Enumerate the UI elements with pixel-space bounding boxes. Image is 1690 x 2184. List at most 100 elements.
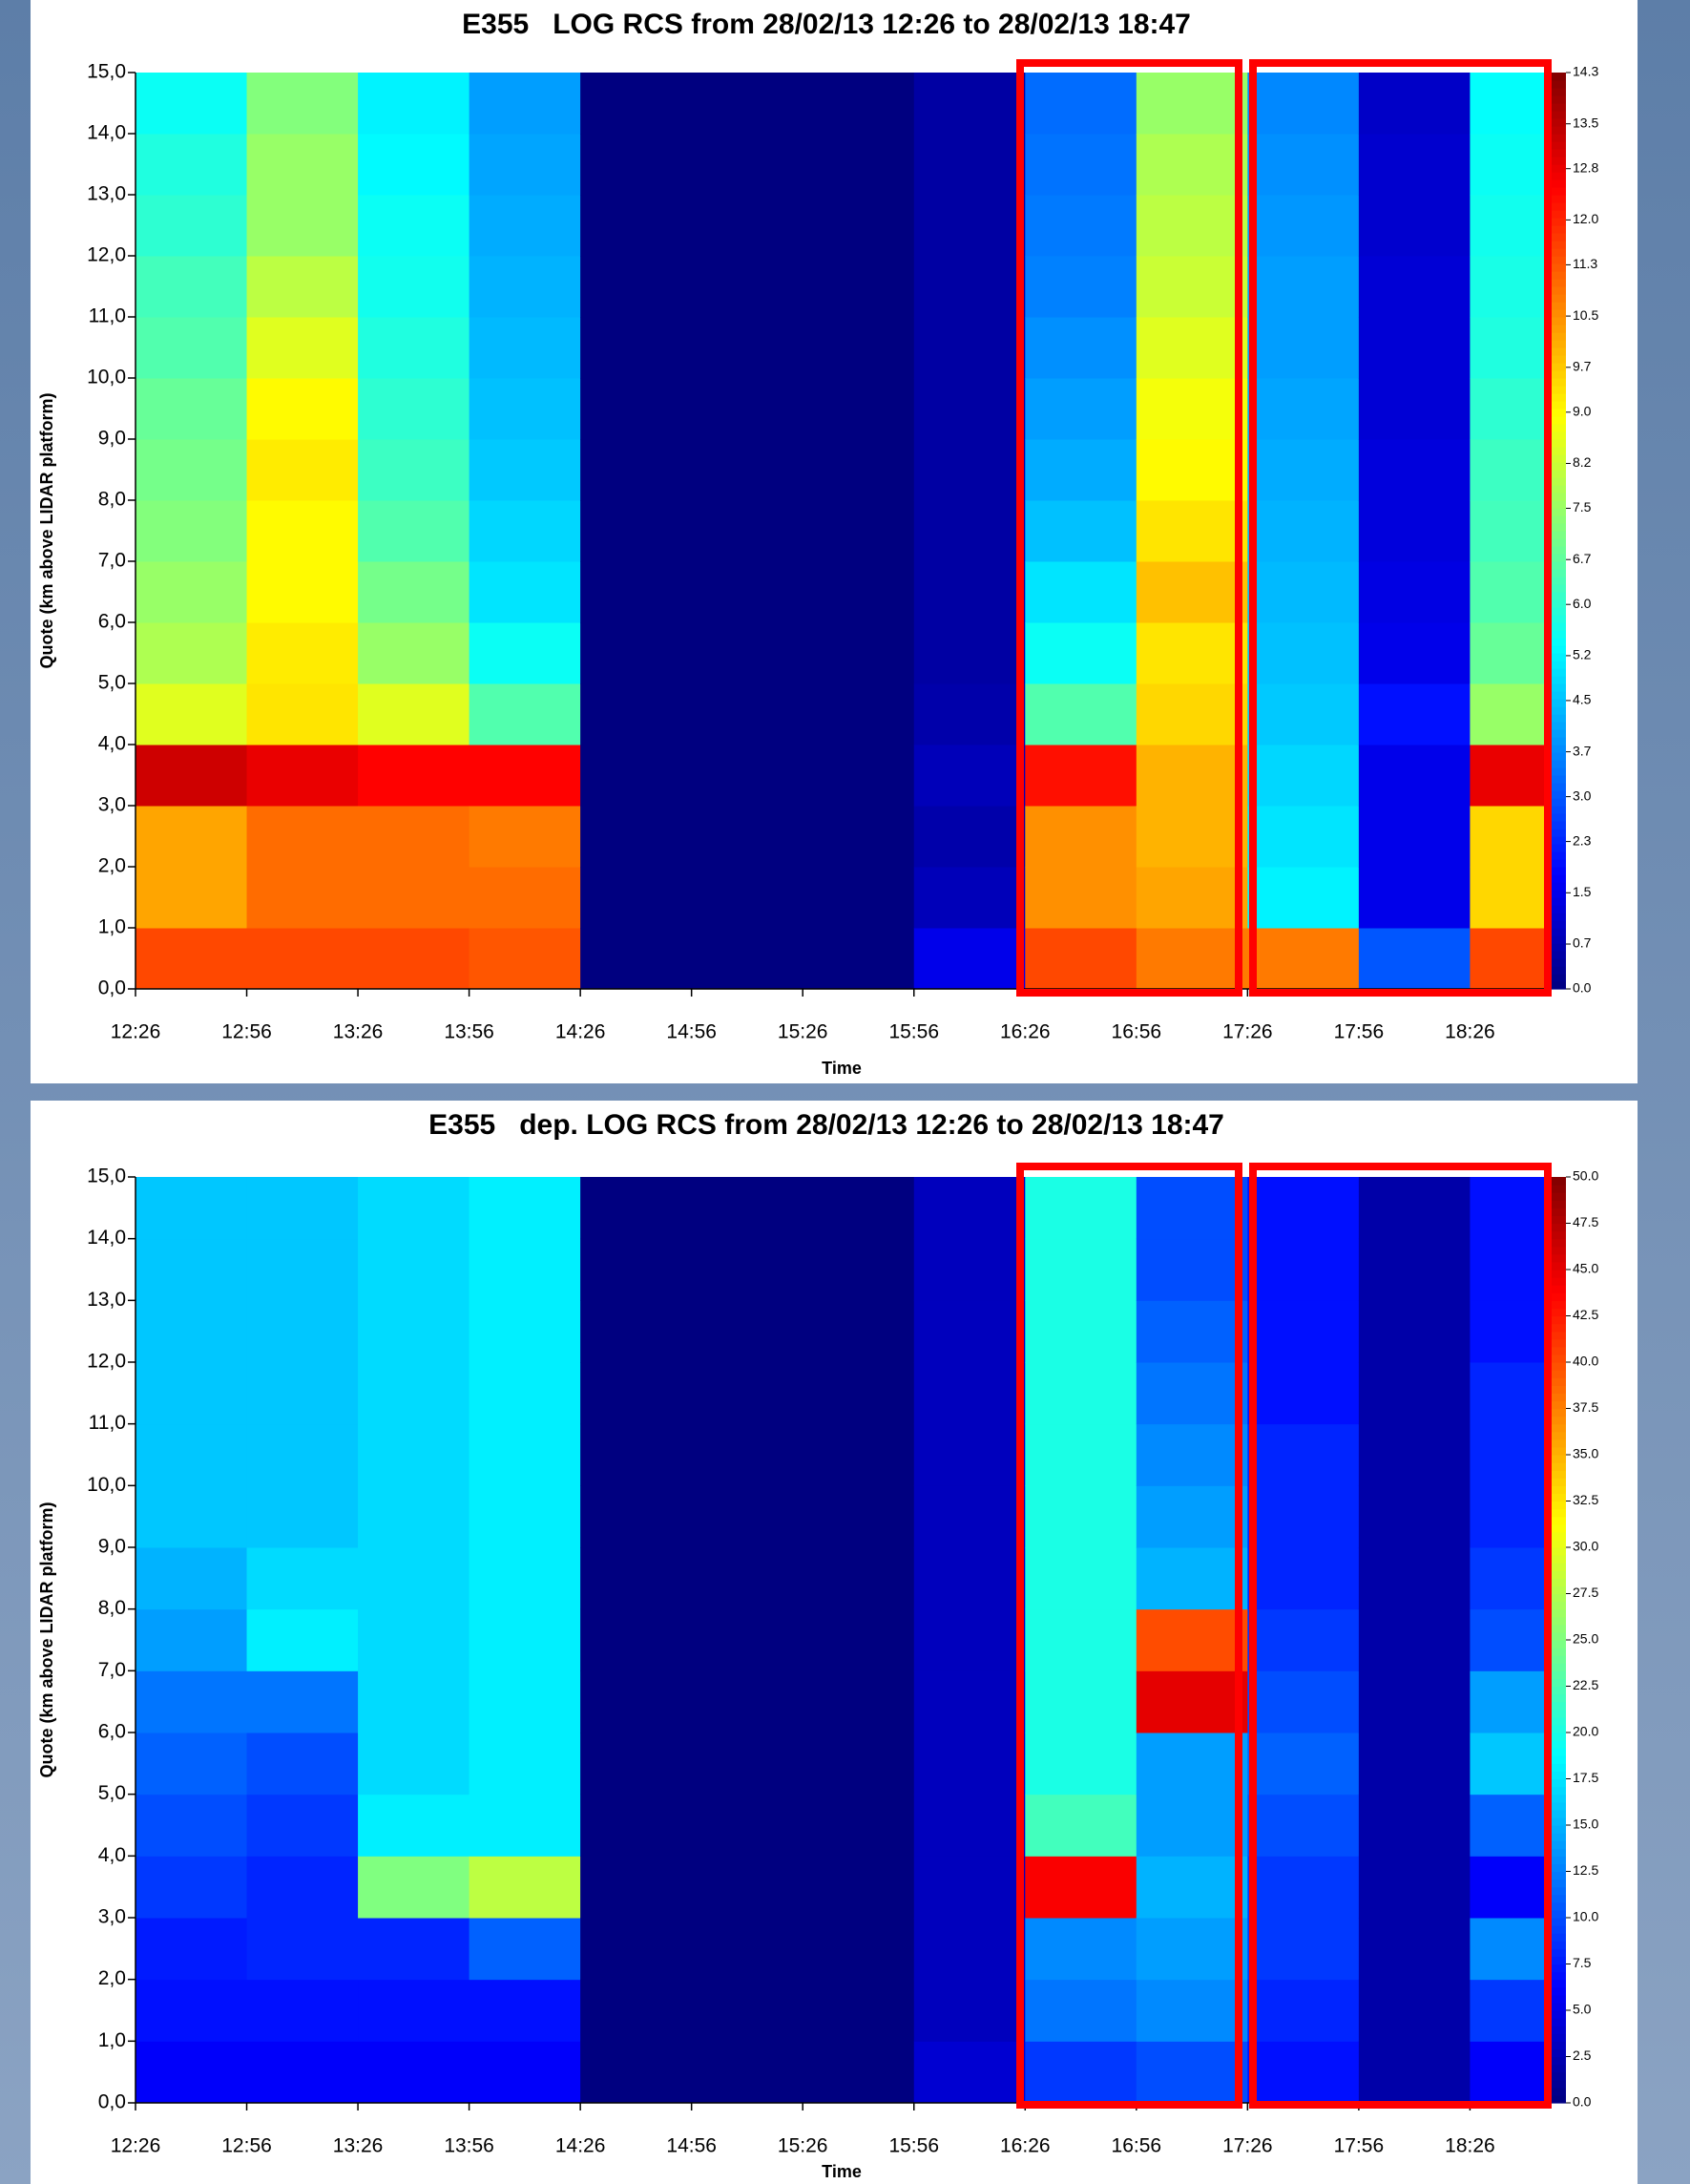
- colorbar-segment: [1550, 1523, 1566, 1533]
- heatmap-cell: [913, 561, 1026, 623]
- heatmap-cell: [1358, 1238, 1471, 1301]
- heatmap-cell: [691, 1238, 803, 1301]
- heatmap-cell: [469, 2041, 581, 2104]
- colorbar-segment: [1550, 1270, 1566, 1278]
- colorbar-segment: [1550, 2056, 1566, 2066]
- y-axis-label: Quote (km above LIDAR platform): [37, 1502, 56, 1777]
- colorbar-segment: [1550, 1833, 1566, 1841]
- colorbar-segment: [1550, 706, 1566, 715]
- heatmap-cell: [691, 1362, 803, 1425]
- colorbar-segment: [1550, 1338, 1566, 1348]
- heatmap-cell: [1136, 806, 1248, 868]
- heatmap-cell: [1247, 1362, 1360, 1425]
- heatmap-cell: [1136, 378, 1248, 440]
- colorbar-segment: [1550, 1986, 1566, 1996]
- colorbar-segment: [1550, 1693, 1566, 1703]
- colorbar-segment: [1550, 821, 1566, 830]
- heatmap-cell: [913, 2041, 1026, 2104]
- colorbar-segment: [1550, 1871, 1566, 1880]
- colorbar-tick-label: 12.5: [1573, 1862, 1598, 1878]
- colorbar-segment: [1550, 1539, 1566, 1548]
- heatmap-cell: [691, 1732, 803, 1796]
- colorbar-segment: [1550, 286, 1566, 295]
- colorbar-segment: [1550, 1648, 1566, 1656]
- colorbar-segment: [1550, 561, 1566, 570]
- colorbar-tick-label: 5.0: [1573, 2002, 1592, 2017]
- colorbar-segment: [1550, 699, 1566, 707]
- heatmap-cell: [1025, 256, 1137, 318]
- heatmap-cell: [803, 1362, 915, 1425]
- heatmap-cell: [1136, 561, 1248, 623]
- heatmap-cell: [1470, 806, 1549, 868]
- heatmap-cell: [913, 1732, 1026, 1796]
- heatmap-cell: [580, 1670, 693, 1733]
- y-tick-label: 10,0: [87, 1474, 126, 1496]
- colorbar-segment: [1550, 577, 1566, 585]
- heatmap-cell: [1470, 1794, 1549, 1857]
- heatmap-cell: [913, 439, 1026, 501]
- y-tick-label: 14,0: [87, 122, 126, 144]
- heatmap-cell: [246, 317, 359, 379]
- y-tick-label: 8,0: [98, 489, 126, 511]
- colorbar-segment: [1550, 1879, 1566, 1888]
- heatmap-cell: [1470, 1547, 1549, 1610]
- heatmap-cell: [580, 439, 693, 501]
- colorbar-segment: [1550, 325, 1566, 333]
- colorbar-segment: [1550, 531, 1566, 539]
- y-tick-label: 5,0: [98, 672, 126, 694]
- heatmap-cell: [1136, 1485, 1248, 1548]
- heatmap-cell: [1136, 867, 1248, 929]
- colorbar-segment: [1550, 1608, 1566, 1618]
- heatmap-cell: [1136, 745, 1248, 807]
- heatmap-cell: [1136, 2041, 1248, 2104]
- y-tick-label: 4,0: [98, 1844, 126, 1866]
- heatmap-cell: [1470, 1979, 1549, 2042]
- colorbar-segment: [1550, 1478, 1566, 1486]
- colorbar-segment: [1550, 157, 1566, 165]
- highlight-box: [1016, 1163, 1242, 2109]
- heatmap-cell: [469, 928, 581, 990]
- heatmap-cell: [136, 1485, 248, 1548]
- heatmap-cell: [1247, 500, 1360, 562]
- heatmap-cell: [1470, 745, 1549, 807]
- heatmap-cell: [1470, 622, 1549, 684]
- y-tick-label: 0,0: [98, 977, 126, 999]
- colorbar-segment: [1550, 1531, 1566, 1541]
- y-tick-label: 7,0: [98, 1659, 126, 1681]
- x-tick-label: 13:56: [444, 2135, 494, 2157]
- heatmap-cell: [469, 378, 581, 440]
- heatmap-cell: [358, 134, 470, 196]
- colorbar-segment: [1550, 1909, 1566, 1919]
- heatmap-cell: [1025, 1238, 1137, 1301]
- heatmap-cell: [246, 1362, 359, 1425]
- y-tick-label: 9,0: [98, 1536, 126, 1558]
- heatmap-cell: [913, 1918, 1026, 1981]
- heatmap-cell: [1470, 928, 1549, 990]
- colorbar-segment: [1550, 134, 1566, 142]
- heatmap-cell: [246, 1794, 359, 1857]
- heatmap-cell: [691, 622, 803, 684]
- heatmap-cell: [1470, 2041, 1549, 2104]
- heatmap-cell: [913, 1856, 1026, 1919]
- colorbar-tick-label: 27.5: [1573, 1585, 1598, 1600]
- heatmap-cell: [913, 867, 1026, 929]
- heatmap-cell: [913, 1238, 1026, 1301]
- heatmap-cell: [913, 622, 1026, 684]
- colorbar-segment: [1550, 447, 1566, 455]
- heatmap-cell: [136, 1238, 248, 1301]
- colorbar-segment: [1550, 195, 1566, 203]
- heatmap-cell: [803, 1979, 915, 2042]
- heatmap-cell: [691, 867, 803, 929]
- heatmap-cell: [136, 1856, 248, 1919]
- x-tick-label: 16:56: [1112, 2135, 1162, 2157]
- colorbar-segment: [1550, 1840, 1566, 1849]
- colorbar-segment: [1550, 1933, 1566, 1942]
- x-tick-label: 15:56: [888, 1021, 939, 1043]
- heatmap-cell: [1358, 1300, 1471, 1363]
- colorbar-segment: [1550, 523, 1566, 532]
- colorbar-tick-label: 15.0: [1573, 1816, 1598, 1832]
- heatmap-cell: [1247, 1979, 1360, 2042]
- colorbar-tick-label: 8.2: [1573, 454, 1592, 470]
- heatmap-cell: [246, 1485, 359, 1548]
- heatmap-cell: [691, 1856, 803, 1919]
